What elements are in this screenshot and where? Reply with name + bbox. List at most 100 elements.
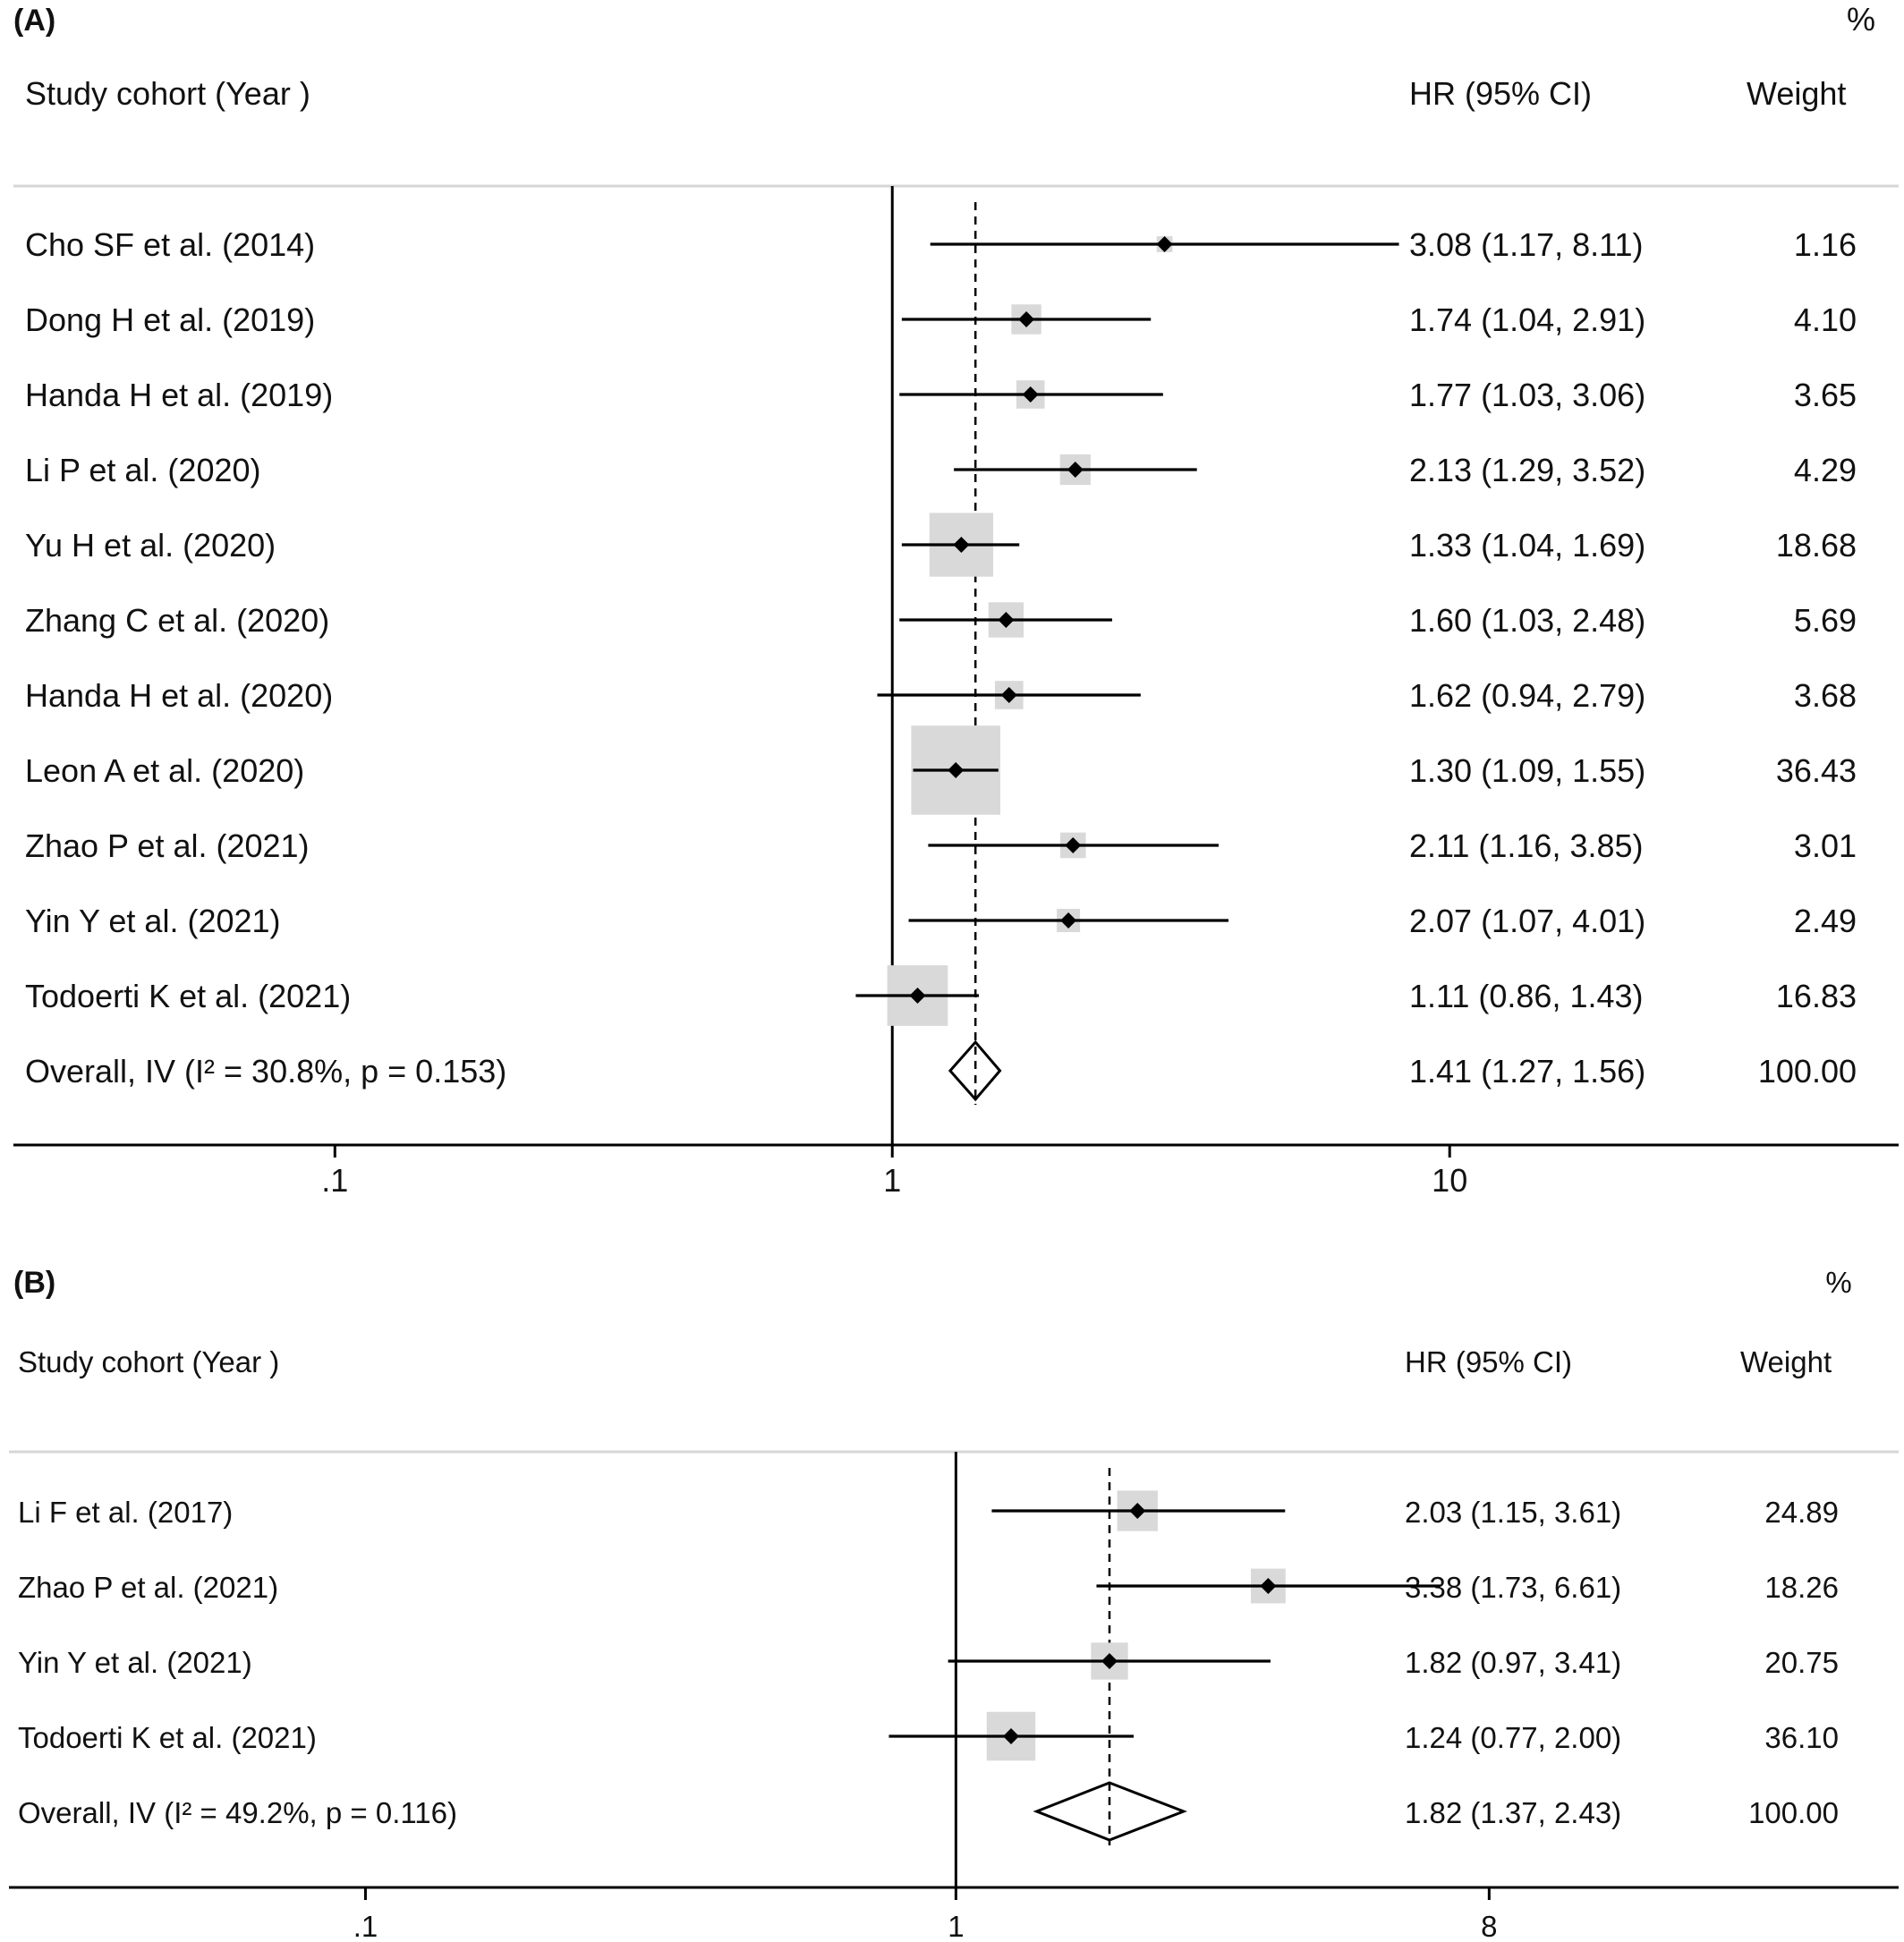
study-label: Todoerti K et al. (2021) (18, 1721, 317, 1754)
weight-value: 20.75 (1764, 1646, 1839, 1679)
weight-value: 3.65 (1794, 377, 1857, 413)
weight-value: 1.16 (1794, 226, 1857, 263)
weight-value: 36.43 (1776, 752, 1857, 789)
forest-panel-a: (A) % Study cohort (Year ) HR (95% CI) Weigh… (13, 1, 1899, 1199)
hr-ci-value: 1.82 (0.97, 3.41) (1405, 1646, 1621, 1679)
study-row: Yu H et al. (2020) 1.33 (1.04, 1.69) 18.68 (25, 513, 1857, 577)
weight-value: 36.10 (1764, 1721, 1839, 1754)
x-tick-label: 10 (1432, 1162, 1467, 1199)
point-estimate-marker (1101, 1653, 1118, 1669)
weight-column-header: Weight (1740, 1345, 1832, 1378)
study-label: Yin Y et al. (2021) (25, 903, 281, 939)
study-label: Zhang C et al. (2020) (25, 602, 329, 639)
weight-value: 18.68 (1776, 527, 1857, 564)
x-tick-label: 1 (883, 1162, 901, 1199)
hr-ci-value: 2.13 (1.29, 3.52) (1409, 452, 1645, 488)
study-row: Dong H et al. (2019) 1.74 (1.04, 2.91) 4.1… (25, 301, 1857, 338)
study-label: Dong H et al. (2019) (25, 301, 315, 338)
hr-ci-value: 1.77 (1.03, 3.06) (1409, 377, 1645, 413)
weight-value: 18.26 (1764, 1571, 1839, 1604)
study-column-header: Study cohort (Year ) (25, 75, 310, 112)
study-label: Handa H et al. (2019) (25, 377, 333, 413)
study-row: Cho SF et al. (2014) 3.08 (1.17, 8.11) 1.1… (25, 226, 1857, 263)
study-label: Li F et al. (2017) (18, 1496, 233, 1529)
study-row: Li F et al. (2017) 2.03 (1.15, 3.61) 24.89 (18, 1490, 1839, 1531)
weight-value: 24.89 (1764, 1496, 1839, 1529)
point-estimate-marker (948, 762, 965, 778)
hr-ci-value: 1.24 (0.77, 2.00) (1405, 1721, 1621, 1754)
hr-ci-value: 1.11 (0.86, 1.43) (1409, 978, 1644, 1014)
overall-diamond (948, 1039, 1002, 1102)
study-row: Todoerti K et al. (2021) 1.24 (0.77, 2.00… (18, 1711, 1839, 1761)
point-estimate-marker (1018, 311, 1035, 327)
study-row: Zhang C et al. (2020) 1.60 (1.03, 2.48) 5.… (25, 602, 1857, 639)
x-tick-label: 8 (1481, 1910, 1497, 1942)
weight-value: 5.69 (1794, 602, 1857, 639)
hr-ci-value: 2.03 (1.15, 3.61) (1405, 1496, 1621, 1529)
weight-unit-label: % (1825, 1266, 1851, 1299)
hr-ci-value: 2.07 (1.07, 4.01) (1409, 903, 1645, 939)
study-row: Todoerti K et al. (2021) 1.11 (0.86, 1.43… (25, 965, 1857, 1026)
weight-value: 4.10 (1794, 301, 1857, 338)
weight-value: 4.29 (1794, 452, 1857, 488)
weight-value: 3.68 (1794, 677, 1857, 714)
weight-value: 16.83 (1776, 978, 1857, 1014)
point-estimate-marker (1065, 837, 1082, 853)
point-estimate-marker (1003, 1728, 1020, 1744)
study-row: Leon A et al. (2020) 1.30 (1.09, 1.55) 36.… (25, 725, 1857, 815)
point-estimate-marker (1000, 687, 1017, 703)
point-estimate-marker (909, 988, 926, 1004)
x-tick-label: .1 (321, 1162, 348, 1199)
point-estimate-marker (998, 612, 1015, 628)
panel-label: (A) (13, 4, 55, 38)
point-estimate-marker (1022, 386, 1039, 403)
study-label: Li P et al. (2020) (25, 452, 261, 488)
study-row: Zhao P et al. (2021) 3.38 (1.73, 6.61) 18.… (18, 1568, 1839, 1604)
study-label: Yin Y et al. (2021) (18, 1646, 252, 1679)
overall-weight-value: 100.00 (1758, 1053, 1857, 1090)
point-estimate-marker (1067, 462, 1084, 478)
study-label: Cho SF et al. (2014) (25, 226, 315, 263)
hr-ci-value: 1.30 (1.09, 1.55) (1409, 752, 1645, 789)
forest-panel-b: (B) % Study cohort (Year ) HR (95% CI) Weigh… (9, 1266, 1899, 1942)
point-estimate-marker (953, 537, 970, 553)
study-row: Yin Y et al. (2021) 2.07 (1.07, 4.01) 2.49 (25, 903, 1857, 939)
effect-column-header: HR (95% CI) (1409, 75, 1592, 112)
x-tick-label: 1 (948, 1910, 964, 1942)
hr-ci-value: 1.74 (1.04, 2.91) (1409, 301, 1645, 338)
study-row: Handa H et al. (2019) 1.77 (1.03, 3.06) 3.… (25, 377, 1857, 413)
x-tick-label: .1 (353, 1910, 378, 1942)
hr-ci-value: 3.08 (1.17, 8.11) (1409, 226, 1644, 263)
weight-column-header: Weight (1747, 75, 1846, 112)
study-row: Handa H et al. (2020) 1.62 (0.94, 2.79) 3.… (25, 677, 1857, 714)
study-label: Zhao P et al. (2021) (18, 1571, 278, 1604)
study-label: Yu H et al. (2020) (25, 527, 276, 564)
hr-ci-value: 1.62 (0.94, 2.79) (1409, 677, 1645, 714)
study-column-header: Study cohort (Year ) (18, 1345, 279, 1378)
panel-label: (B) (13, 1266, 55, 1300)
weight-value: 3.01 (1794, 827, 1857, 864)
overall-row: Overall, IV (I² = 49.2%, p = 0.116) 1.82 … (18, 1781, 1839, 1842)
study-row: Yin Y et al. (2021) 1.82 (0.97, 3.41) 20.7… (18, 1642, 1839, 1680)
study-row: Zhao P et al. (2021) 2.11 (1.16, 3.85) 3.0… (25, 827, 1857, 864)
overall-diamond (1033, 1781, 1188, 1842)
overall-label: Overall, IV (I² = 49.2%, p = 0.116) (18, 1796, 457, 1829)
study-label: Zhao P et al. (2021) (25, 827, 310, 864)
overall-weight-value: 100.00 (1748, 1796, 1839, 1829)
effect-column-header: HR (95% CI) (1405, 1345, 1572, 1378)
overall-label: Overall, IV (I² = 30.8%, p = 0.153) (25, 1053, 506, 1090)
study-label: Todoerti K et al. (2021) (25, 978, 351, 1014)
hr-ci-value: 2.11 (1.16, 3.85) (1409, 827, 1644, 864)
study-label: Leon A et al. (2020) (25, 752, 304, 789)
weight-value: 2.49 (1794, 903, 1857, 939)
hr-ci-value: 1.60 (1.03, 2.48) (1409, 602, 1645, 639)
hr-ci-value: 1.33 (1.04, 1.69) (1409, 527, 1645, 564)
study-row: Li P et al. (2020) 2.13 (1.29, 3.52) 4.29 (25, 452, 1857, 488)
study-label: Handa H et al. (2020) (25, 677, 333, 714)
point-estimate-marker (1156, 236, 1173, 252)
hr-ci-value: 3.38 (1.73, 6.61) (1405, 1571, 1621, 1604)
overall-hr-ci-value: 1.41 (1.27, 1.56) (1409, 1053, 1645, 1090)
overall-hr-ci-value: 1.82 (1.37, 2.43) (1405, 1796, 1621, 1829)
point-estimate-marker (1129, 1503, 1146, 1519)
